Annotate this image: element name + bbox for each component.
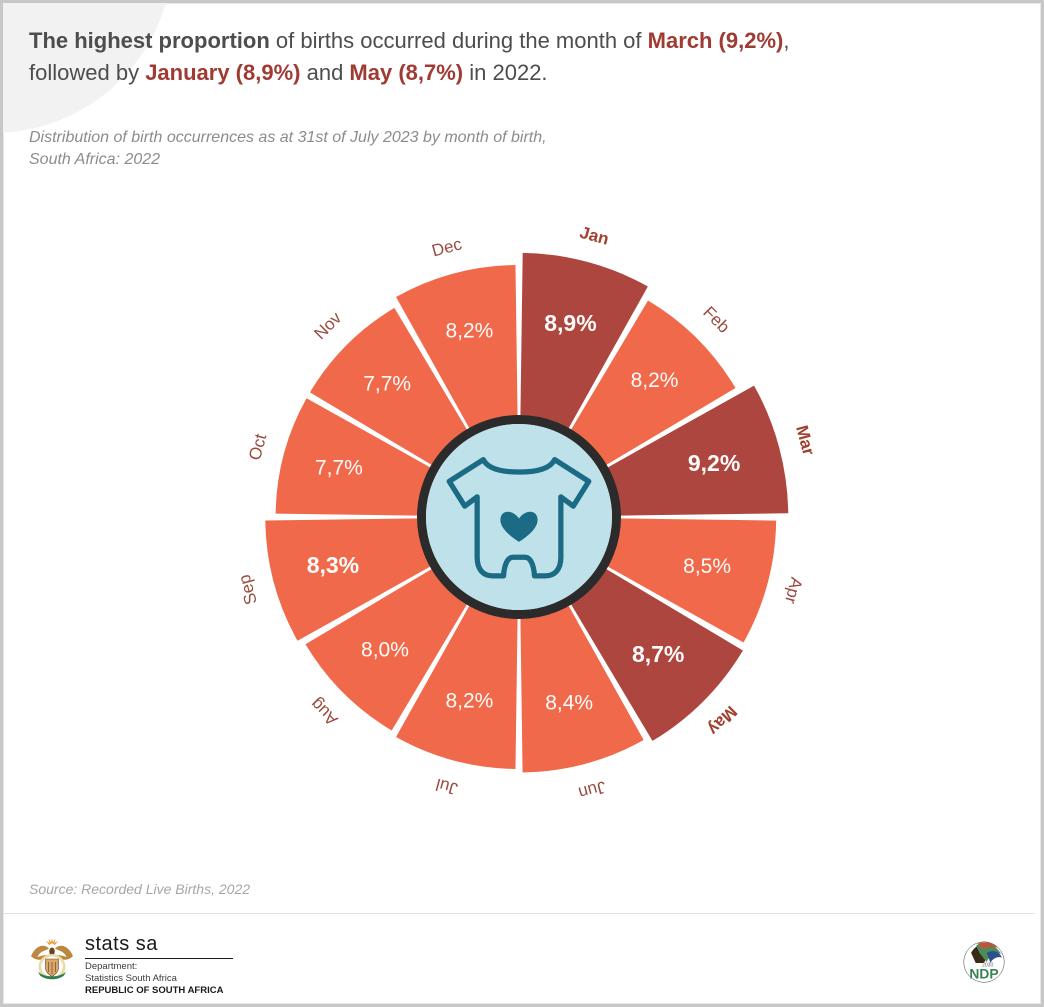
svg-text:8,5%: 8,5%: [683, 555, 731, 578]
svg-text:Apr: Apr: [781, 575, 806, 606]
svg-text:Sep: Sep: [235, 573, 261, 607]
svg-text:8,3%: 8,3%: [307, 552, 359, 578]
svg-text:Nov: Nov: [310, 308, 345, 343]
svg-text:Jul: Jul: [434, 775, 460, 799]
svg-text:8,4%: 8,4%: [545, 692, 593, 715]
svg-text:NDP: NDP: [969, 967, 998, 982]
svg-text:8,2%: 8,2%: [631, 369, 679, 392]
svg-text:9,2%: 9,2%: [688, 450, 740, 476]
svg-text:8,2%: 8,2%: [445, 319, 493, 342]
svg-text:7,7%: 7,7%: [315, 456, 363, 479]
svg-text:Jan: Jan: [578, 223, 611, 249]
svg-text:Aug: Aug: [307, 694, 342, 729]
svg-text:Feb: Feb: [699, 303, 733, 337]
svg-text:Dec: Dec: [430, 234, 465, 260]
svg-text:Jun: Jun: [576, 777, 607, 802]
svg-text:8,7%: 8,7%: [632, 641, 684, 667]
svg-text:8,2%: 8,2%: [445, 690, 493, 713]
svg-text:7,7%: 7,7%: [363, 373, 411, 396]
svg-text:8,9%: 8,9%: [544, 310, 596, 336]
svg-text:Oct: Oct: [245, 432, 270, 463]
svg-text:May: May: [704, 702, 741, 739]
svg-text:Mar: Mar: [792, 423, 818, 457]
svg-text:8,0%: 8,0%: [361, 639, 409, 662]
